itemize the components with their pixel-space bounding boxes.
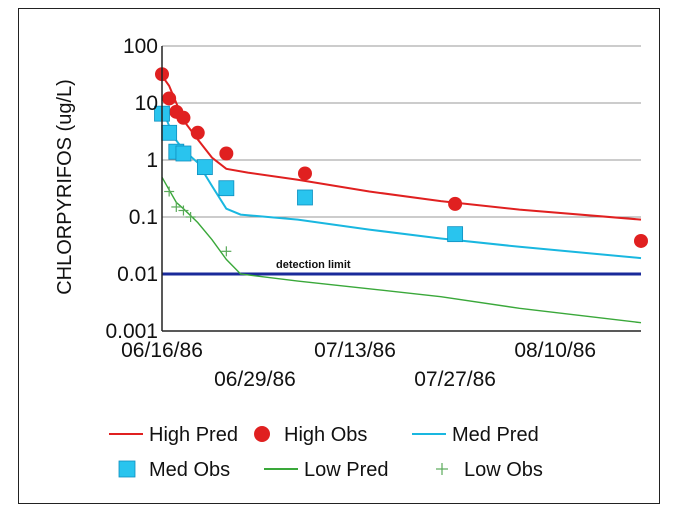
axis-layer [161,46,641,332]
legend-item: Med Obs [118,459,230,481]
data-point [218,180,235,197]
data-point [162,91,177,106]
y-tick-label: 1 [146,149,158,172]
data-point [448,196,463,211]
data-point [436,463,448,475]
data-point [164,186,175,197]
data-point [171,201,182,212]
data-point [178,205,189,216]
series-layer [154,67,648,324]
data-point [185,212,196,222]
series-line [161,176,642,324]
legend-label: High Pred [149,424,238,446]
y-tick-label: 0.1 [129,206,158,229]
legend-label: Med Pred [452,424,539,446]
y-tick-label: 10 [135,92,158,115]
data-point [161,124,178,141]
y-tick-label: 0.001 [105,320,158,343]
series-line [161,75,642,221]
y-axis-label: CHLORPYRIFOS (ug/L) [54,79,76,295]
x-tick-label: 06/29/86 [214,368,296,391]
data-point [176,110,191,125]
data-point [190,125,205,140]
data-point [175,145,192,162]
data-point [118,460,136,478]
x-tick-label: 08/10/86 [514,339,596,362]
chart-frame: CHLORPYRIFOS (ug/L) detection limit 100 1… [18,8,660,504]
legend-label: Low Obs [464,459,543,481]
legend-label: Low Pred [304,459,389,481]
data-point [221,246,232,257]
x-tick-label: 06/16/86 [121,339,203,362]
x-tick-label: 07/13/86 [314,339,396,362]
y-tick-label: 0.01 [117,263,158,286]
y-tick-label: 100 [123,35,158,58]
chart: CHLORPYRIFOS (ug/L) detection limit 1001… [54,35,648,481]
legend-label: High Obs [284,424,367,446]
legend-item: Med Pred [412,424,539,446]
legend-item: High Pred [109,424,238,446]
data-point [634,233,648,248]
data-point [297,166,312,181]
legend: High Pred High Obs Med Pred Med Obs Low Pred… [109,424,543,481]
legend-item: Low Obs [436,459,543,481]
data-point [196,159,213,176]
detection-limit-label: detection limit [276,259,351,271]
data-point [219,146,234,161]
x-tick-label: 07/27/86 [414,368,496,391]
legend-label: Med Obs [149,459,230,481]
data-point [254,426,270,442]
legend-item: Low Pred [264,459,389,481]
data-point [447,226,464,243]
legend-item: High Obs [254,424,367,446]
data-point [297,189,313,206]
